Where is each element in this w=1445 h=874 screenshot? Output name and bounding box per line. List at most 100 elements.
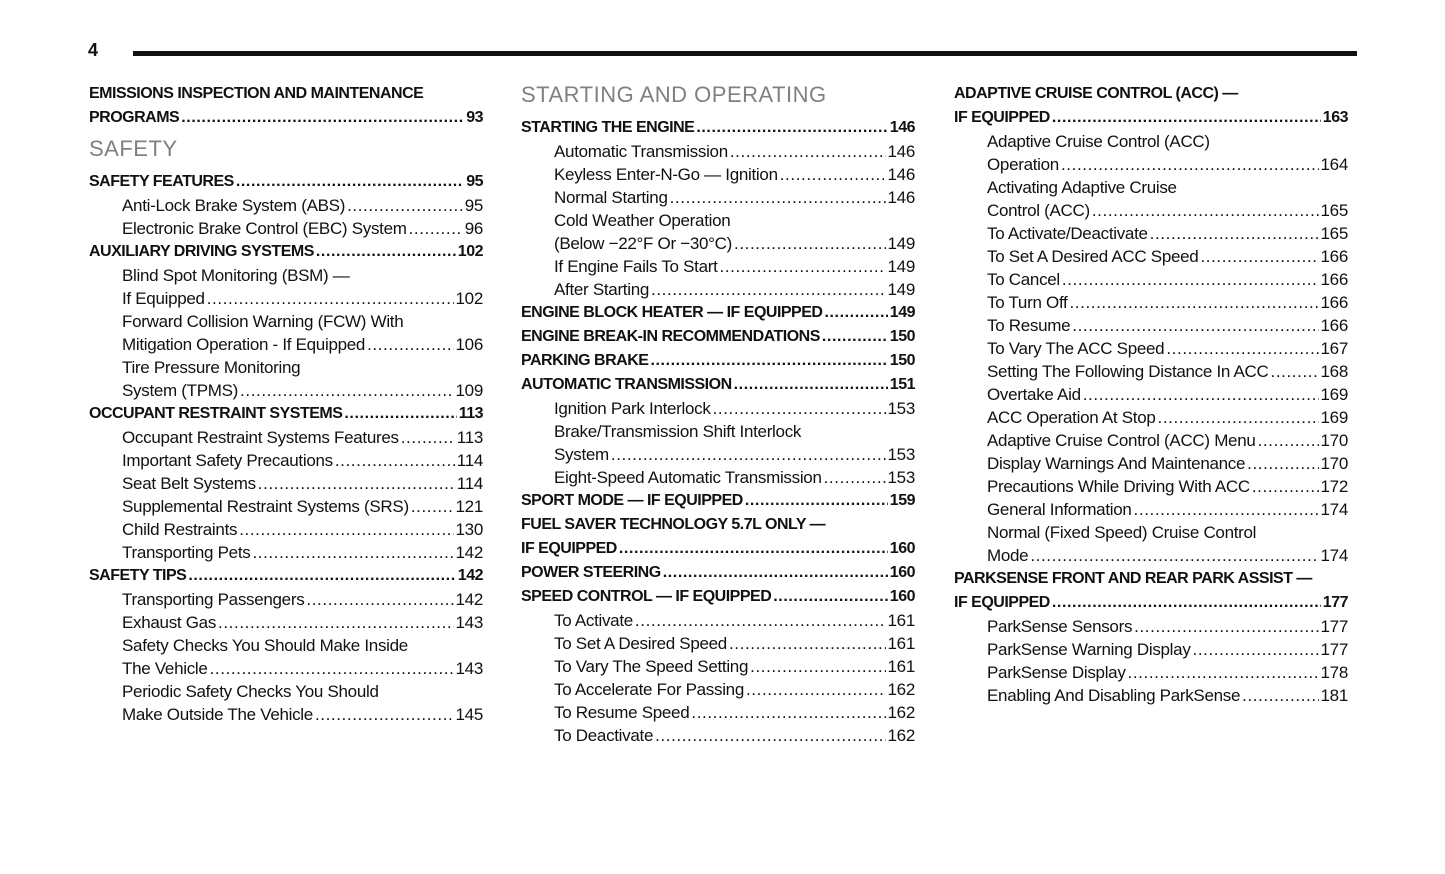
toc-entry[interactable]: Cold Weather Operation (Below −22°F Or −3… [521, 209, 915, 255]
toc-entry[interactable]: Precautions While Driving With ACC 172 [954, 475, 1348, 498]
dot-leader [1242, 684, 1318, 707]
toc-entry-label: ENGINE BLOCK HEATER — IF EQUIPPED [521, 304, 823, 321]
toc-entry[interactable]: ENGINE BLOCK HEATER — IF EQUIPPED 149 [521, 301, 916, 325]
toc-entry[interactable]: Transporting Pets 142 [89, 541, 483, 564]
toc-entry[interactable]: Ignition Park Interlock 153 [521, 397, 915, 420]
toc-entry[interactable]: Child Restraints 130 [89, 518, 483, 541]
toc-page-number: 114 [456, 474, 484, 493]
toc-entry-label: PARKING BRAKE [521, 352, 649, 369]
toc-entry[interactable]: To Set A Desired Speed 161 [521, 632, 915, 655]
toc-entry[interactable]: After Starting 149 [521, 278, 915, 301]
dot-leader [1134, 498, 1319, 521]
toc-entry[interactable]: SAFETY TIPS 142 [89, 564, 484, 588]
toc-entry-text: Safety Checks You Should Make Inside [122, 636, 408, 655]
toc-page-number: 106 [455, 335, 484, 354]
toc-entry[interactable]: EMISSIONS INSPECTION AND MAINTENANCE PROG… [89, 82, 483, 130]
toc-entry[interactable]: SPORT MODE — IF EQUIPPED 159 [521, 489, 916, 513]
toc-entry[interactable]: AUXILIARY DRIVING SYSTEMS 102 [89, 240, 484, 264]
toc-entry[interactable]: Automatic Transmission 146 [521, 140, 915, 163]
toc-entry[interactable]: Forward Collision Warning (FCW) With Miti… [89, 310, 483, 356]
toc-page-number: 165 [1320, 224, 1349, 243]
toc-page-number: 143 [455, 613, 484, 632]
toc-entry[interactable]: Keyless Enter-N-Go — Ignition 146 [521, 163, 915, 186]
toc-entry-label: To Activate/Deactivate [987, 224, 1148, 243]
toc-page-number: 178 [1320, 663, 1349, 682]
toc-page-number: 168 [1320, 362, 1349, 381]
toc-entry[interactable]: Safety Checks You Should Make Inside The … [89, 634, 483, 680]
dot-leader [240, 379, 453, 402]
dot-leader [236, 170, 464, 194]
toc-entry[interactable]: SPEED CONTROL — IF EQUIPPED 160 [521, 585, 916, 609]
toc-entry[interactable]: Normal (Fixed Speed) Cruise Control Mode 1… [954, 521, 1348, 567]
toc-entry[interactable]: Important Safety Precautions 114 [89, 449, 483, 472]
toc-entry[interactable]: General Information 174 [954, 498, 1348, 521]
toc-entry[interactable]: POWER STEERING 160 [521, 561, 916, 585]
dot-leader [713, 397, 886, 420]
toc-entry[interactable]: Occupant Restraint Systems Features 113 [89, 426, 483, 449]
toc-entry[interactable]: ParkSense Sensors 177 [954, 615, 1348, 638]
toc-entry[interactable]: STARTING THE ENGINE 146 [521, 116, 916, 140]
dot-leader [207, 287, 454, 310]
toc-page-number: 161 [887, 611, 916, 630]
toc-entry[interactable]: AUTOMATIC TRANSMISSION 151 [521, 373, 916, 397]
toc-entry[interactable]: Display Warnings And Maintenance 170 [954, 452, 1348, 475]
toc-entry[interactable]: Activating Adaptive Cruise Control (ACC) 1… [954, 176, 1348, 222]
toc-entry[interactable]: ENGINE BREAK-IN RECOMMENDATIONS 150 [521, 325, 916, 349]
toc-entry[interactable]: Tire Pressure Monitoring System (TPMS) 109 [89, 356, 483, 402]
toc-entry[interactable]: ACC Operation At Stop 169 [954, 406, 1348, 429]
toc-entry[interactable]: Seat Belt Systems 114 [89, 472, 483, 495]
toc-entry[interactable]: Anti-Lock Brake System (ABS) 95 [89, 194, 483, 217]
toc-entry[interactable]: Transporting Passengers 142 [89, 588, 483, 611]
toc-page-number: 166 [1320, 293, 1349, 312]
toc-entry[interactable]: PARKING BRAKE 150 [521, 349, 916, 373]
toc-entry[interactable]: Blind Spot Monitoring (BSM) — If Equipped… [89, 264, 483, 310]
toc-entry[interactable]: OCCUPANT RESTRAINT SYSTEMS 113 [89, 402, 484, 426]
toc-entry-label: AUXILIARY DRIVING SYSTEMS [89, 243, 314, 260]
toc-entry[interactable]: Periodic Safety Checks You Should Make Ou… [89, 680, 483, 726]
toc-page-number: 142 [455, 543, 484, 562]
toc-entry[interactable]: ADAPTIVE CRUISE CONTROL (ACC) — IF EQUIPP… [954, 82, 1349, 130]
toc-entry[interactable]: Adaptive Cruise Control (ACC) Menu 170 [954, 429, 1348, 452]
toc-page-number: 166 [1320, 247, 1349, 266]
toc-entry-label: Make Outside The Vehicle [122, 705, 313, 724]
toc-entry[interactable]: Electronic Brake Control (EBC) System 96 [89, 217, 483, 240]
toc-page-number: 95 [466, 173, 483, 190]
toc-entry[interactable]: Supplemental Restraint Systems (SRS) 121 [89, 495, 483, 518]
toc-entry[interactable]: To Vary The Speed Setting 161 [521, 655, 915, 678]
toc-page-number: 169 [1320, 408, 1349, 427]
toc-entry[interactable]: To Resume Speed 162 [521, 701, 915, 724]
toc-entry[interactable]: If Engine Fails To Start 149 [521, 255, 915, 278]
toc-entry[interactable]: Normal Starting 146 [521, 186, 915, 209]
toc-entry[interactable]: To Activate/Deactivate 165 [954, 222, 1348, 245]
toc-entry[interactable]: Exhaust Gas 143 [89, 611, 483, 634]
toc-entry[interactable]: To Activate 161 [521, 609, 915, 632]
toc-entry[interactable]: ParkSense Display 178 [954, 661, 1348, 684]
toc-entry[interactable]: Overtake Aid 169 [954, 383, 1348, 406]
toc-entry[interactable]: To Deactivate 162 [521, 724, 915, 747]
toc-entry[interactable]: PARKSENSE FRONT AND REAR PARK ASSIST — IF… [954, 567, 1349, 615]
toc-page-number: 160 [889, 564, 916, 581]
toc-entry[interactable]: FUEL SAVER TECHNOLOGY 5.7L ONLY — IF EQUI… [521, 513, 916, 561]
toc-entry[interactable]: To Turn Off 166 [954, 291, 1348, 314]
toc-entry[interactable]: To Cancel 166 [954, 268, 1348, 291]
toc-entry-label: Automatic Transmission [554, 142, 728, 161]
toc-entry[interactable]: To Vary The ACC Speed 167 [954, 337, 1348, 360]
toc-entry[interactable]: Brake/Transmission Shift Interlock System… [521, 420, 915, 466]
toc-entry[interactable]: ParkSense Warning Display 177 [954, 638, 1348, 661]
toc-entry-label: Keyless Enter-N-Go — Ignition [554, 165, 778, 184]
toc-entry-label: Anti-Lock Brake System (ABS) [122, 196, 346, 215]
section-heading: STARTING AND OPERATING [521, 82, 827, 107]
toc-entry-label: AUTOMATIC TRANSMISSION [521, 376, 732, 393]
dot-leader [611, 443, 886, 466]
toc-entry[interactable]: To Set A Desired ACC Speed 166 [954, 245, 1348, 268]
toc-entry[interactable]: To Resume 166 [954, 314, 1348, 337]
toc-entry[interactable]: Setting The Following Distance In ACC 168 [954, 360, 1348, 383]
toc-entry-label: If Engine Fails To Start [554, 257, 718, 276]
toc-entry-text: Forward Collision Warning (FCW) With [122, 312, 404, 331]
toc-entry-label: Operation [987, 155, 1059, 174]
toc-entry[interactable]: Eight-Speed Automatic Transmission 153 [521, 466, 915, 489]
toc-entry[interactable]: SAFETY FEATURES 95 [89, 170, 483, 194]
toc-entry[interactable]: To Accelerate For Passing 162 [521, 678, 915, 701]
toc-entry[interactable]: Adaptive Cruise Control (ACC) Operation 16… [954, 130, 1348, 176]
toc-entry[interactable]: Enabling And Disabling ParkSense 181 [954, 684, 1348, 707]
